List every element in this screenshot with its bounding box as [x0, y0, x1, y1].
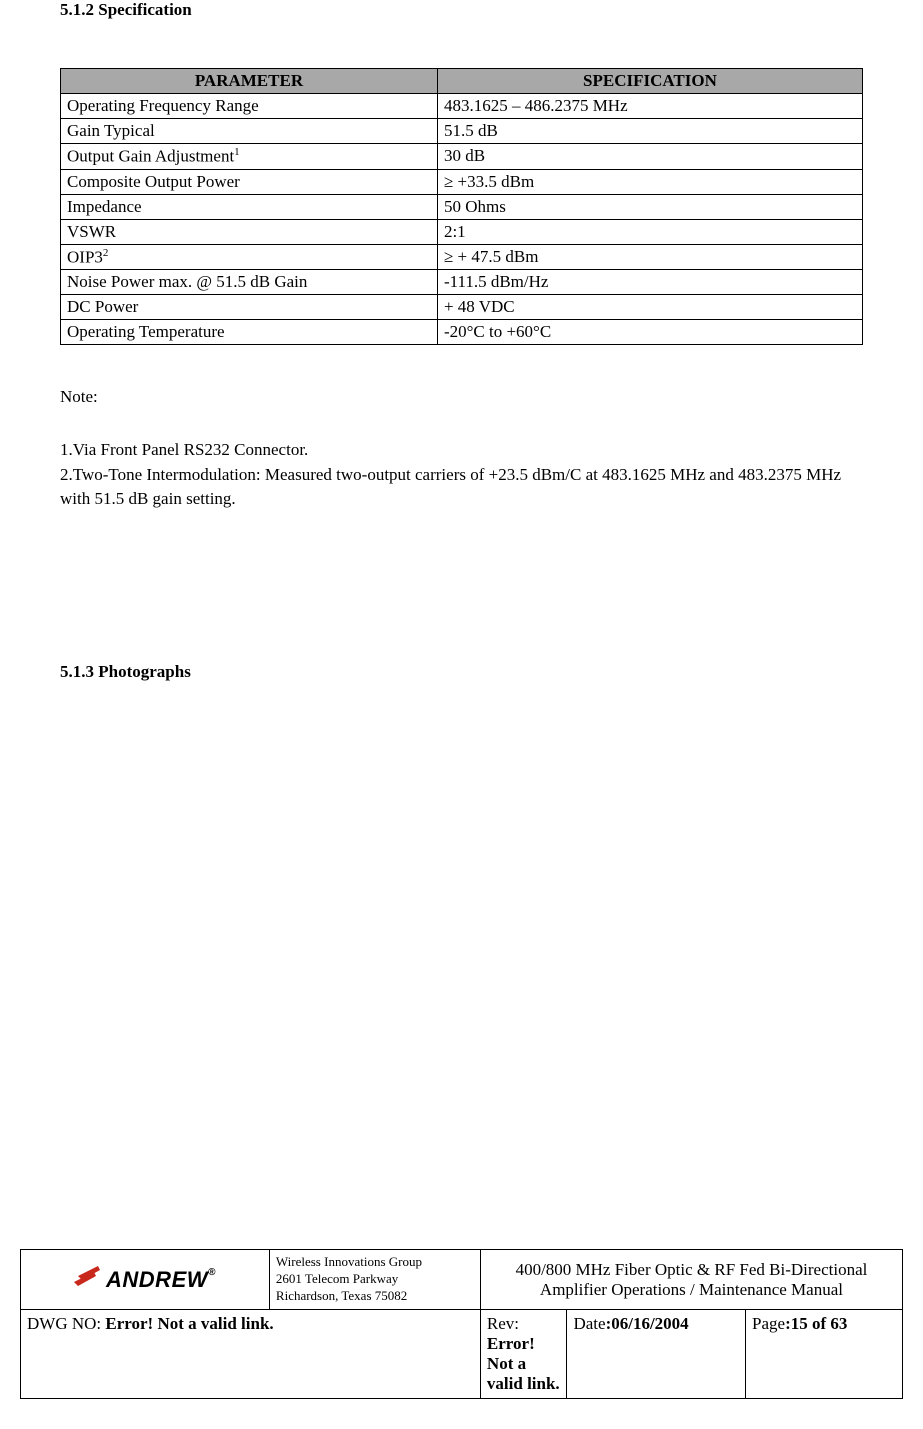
spec-cell: 30 dB [437, 144, 862, 170]
spec-cell: ≥ +33.5 dBm [437, 169, 862, 194]
column-header-parameter: PARAMETER [61, 69, 438, 94]
address-line: Richardson, Texas 75082 [276, 1288, 474, 1305]
table-row: Composite Output Power ≥ +33.5 dBm [61, 169, 863, 194]
footer-row-top: ANDREW® Wireless Innovations Group 2601 … [21, 1250, 903, 1310]
note-item: 2.Two-Tone Intermodulation: Measured two… [60, 463, 863, 512]
footer-row-bottom: DWG NO: Error! Not a valid link. Rev: Er… [21, 1310, 903, 1399]
table-row: Noise Power max. @ 51.5 dB Gain -111.5 d… [61, 270, 863, 295]
footer-block: ANDREW® Wireless Innovations Group 2601 … [20, 1249, 903, 1399]
table-row: Output Gain Adjustment1 30 dB [61, 144, 863, 170]
spec-cell: -111.5 dBm/Hz [437, 270, 862, 295]
param-cell: Gain Typical [61, 119, 438, 144]
param-cell: Impedance [61, 194, 438, 219]
spec-cell: 51.5 dB [437, 119, 862, 144]
section-heading-specification: 5.1.2 Specification [60, 0, 863, 20]
table-row: Operating Temperature -20°C to +60°C [61, 320, 863, 345]
footer-manual-title-cell: 400/800 MHz Fiber Optic & RF Fed Bi-Dire… [480, 1250, 902, 1310]
table-row: VSWR 2:1 [61, 219, 863, 244]
spec-cell: 2:1 [437, 219, 862, 244]
param-cell: Output Gain Adjustment1 [61, 144, 438, 170]
footer-date-cell: Date:06/16/2004 [567, 1310, 746, 1399]
footer-dwg-cell: DWG NO: Error! Not a valid link. [21, 1310, 481, 1399]
footer-address-cell: Wireless Innovations Group 2601 Telecom … [269, 1250, 480, 1310]
table-row: Gain Typical 51.5 dB [61, 119, 863, 144]
spec-cell: 483.1625 – 486.2375 MHz [437, 94, 862, 119]
andrew-logo-icon [74, 1265, 102, 1294]
param-cell: Composite Output Power [61, 169, 438, 194]
param-cell: VSWR [61, 219, 438, 244]
address-line: Wireless Innovations Group [276, 1254, 474, 1271]
andrew-logo: ANDREW® [27, 1265, 263, 1294]
table-row: Operating Frequency Range 483.1625 – 486… [61, 94, 863, 119]
note-label: Note: [60, 385, 863, 410]
andrew-logo-text: ANDREW® [106, 1267, 216, 1293]
param-cell: Operating Frequency Range [61, 94, 438, 119]
footer-table: ANDREW® Wireless Innovations Group 2601 … [20, 1249, 903, 1399]
notes-section: Note: 1.Via Front Panel RS232 Connector.… [60, 385, 863, 512]
spec-cell: ≥ + 47.5 dBm [437, 244, 862, 270]
table-row: OIP32 ≥ + 47.5 dBm [61, 244, 863, 270]
table-row: DC Power + 48 VDC [61, 295, 863, 320]
note-item: 1.Via Front Panel RS232 Connector. [60, 438, 863, 463]
param-cell: DC Power [61, 295, 438, 320]
address-line: 2601 Telecom Parkway [276, 1271, 474, 1288]
footer-logo-cell: ANDREW® [21, 1250, 270, 1310]
column-header-specification: SPECIFICATION [437, 69, 862, 94]
section-heading-photographs: 5.1.3 Photographs [60, 662, 863, 682]
table-header-row: PARAMETER SPECIFICATION [61, 69, 863, 94]
spec-cell: 50 Ohms [437, 194, 862, 219]
footer-rev-cell: Rev: Error! Not a valid link. [480, 1310, 567, 1399]
param-cell: Operating Temperature [61, 320, 438, 345]
table-row: Impedance 50 Ohms [61, 194, 863, 219]
spec-cell: -20°C to +60°C [437, 320, 862, 345]
specification-table: PARAMETER SPECIFICATION Operating Freque… [60, 68, 863, 345]
footer-page-cell: Page:15 of 63 [746, 1310, 903, 1399]
spec-cell: + 48 VDC [437, 295, 862, 320]
param-cell: OIP32 [61, 244, 438, 270]
param-cell: Noise Power max. @ 51.5 dB Gain [61, 270, 438, 295]
